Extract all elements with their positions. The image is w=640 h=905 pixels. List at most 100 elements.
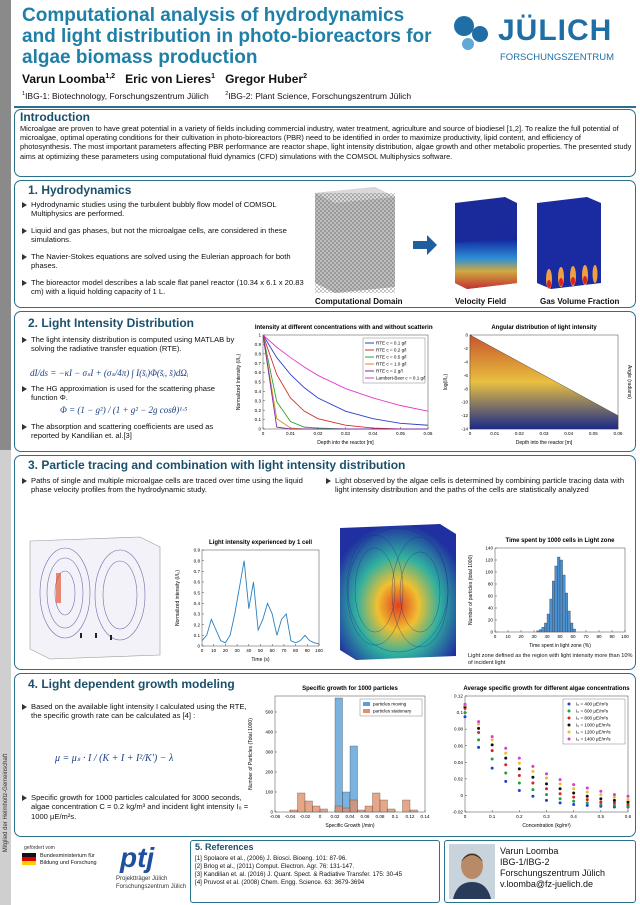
- contact-line: Forschungszentrum Jülich: [500, 868, 606, 878]
- y-tick-label: 0: [460, 793, 463, 798]
- legend-box: [362, 337, 426, 384]
- line: [262, 334, 429, 426]
- x-tick-label: 70: [583, 634, 589, 639]
- x-axis-label: Time (s): [251, 657, 269, 663]
- legend-label: Lambert-Beer c = 0.1 g/l: [376, 376, 425, 381]
- x-tick-label: 0: [469, 431, 472, 436]
- point: [585, 790, 589, 794]
- x-tick-label: 0.02: [515, 431, 524, 436]
- x-tick-label: -0.02: [300, 814, 311, 819]
- y-axis-label: Normalized Intensity (I/I₀): [236, 354, 242, 411]
- chart: Light intensity experienced by 1 cell 0 10…: [175, 540, 323, 663]
- ref: [3] Kandilian et. al. (2016) J. Quant. S…: [195, 871, 403, 878]
- x-tick-label: 0.2: [516, 814, 523, 819]
- point: [490, 738, 494, 742]
- x-tick-label: 30: [531, 634, 537, 639]
- x-tick-label: -0.06: [270, 814, 281, 819]
- bar: [536, 630, 540, 633]
- x-axis-label: Time spent in light zone (%): [529, 643, 591, 649]
- point: [517, 774, 521, 778]
- y-tick-label: -12: [461, 413, 468, 418]
- legend-label: I₀ = 1000 μE/m²s: [576, 723, 611, 728]
- plot-area: [201, 549, 320, 647]
- point: [545, 776, 548, 780]
- y-tick-label: 0.02: [454, 776, 463, 781]
- bar: [544, 622, 548, 633]
- y-axis-label: Number of particles (total 1000): [468, 555, 474, 625]
- author-sup: 1: [211, 73, 216, 80]
- y-tick-label: -8: [464, 386, 469, 391]
- y-tick-label: 0.1: [457, 710, 464, 715]
- point: [626, 803, 630, 807]
- bar: [552, 580, 555, 633]
- x-tick-label: 0.04: [564, 431, 573, 436]
- x-tick-label: 0.06: [424, 431, 433, 436]
- chart: Average specific growth for different al…: [453, 686, 632, 829]
- bullet: The HG approximation is used for the sca…: [22, 384, 241, 403]
- point: [531, 775, 535, 779]
- y-tick-label: 0.04: [454, 760, 463, 765]
- chart-title: Angular distribution of light intensity: [491, 325, 597, 331]
- legend-label: particles moving: [373, 702, 407, 707]
- point: [504, 756, 508, 760]
- bar: [541, 627, 545, 633]
- y-tick-label: 0.9: [194, 548, 201, 553]
- x-tick-label: 0.03: [341, 431, 350, 436]
- bar: [357, 809, 366, 813]
- point: [558, 801, 562, 805]
- y-tick-label: -6: [464, 373, 469, 378]
- x-tick-label: 0.5: [598, 814, 605, 819]
- point: [531, 788, 535, 792]
- x-tick-label: 0.03: [540, 431, 549, 436]
- chart-title: Light intensity experienced by 1 cell: [209, 540, 312, 546]
- heading: 1. Hydrodynamics: [28, 183, 132, 197]
- x-tick-label: 0.01: [490, 431, 499, 436]
- aff-sup: 1: [22, 91, 26, 98]
- flow-figure: [29, 536, 161, 660]
- y-tick-label: -2: [464, 346, 469, 351]
- x-tick-label: 0.12: [406, 814, 415, 819]
- bullet: The bioreactor model describes a lab sca…: [22, 278, 313, 297]
- bar: [546, 613, 550, 633]
- legend-marker: [567, 702, 571, 706]
- point: [463, 711, 467, 715]
- x-tick-label: 0.4: [570, 814, 577, 819]
- point: [531, 769, 535, 773]
- note: Light zone defined as the region with li…: [468, 653, 633, 666]
- author: Eric von Lieres: [125, 72, 212, 86]
- y-tick-label: 0.1: [194, 633, 201, 638]
- bar: [372, 792, 381, 813]
- point: [599, 803, 603, 807]
- heading: 5. References: [195, 842, 254, 852]
- x-tick-label: -0.04: [285, 814, 296, 819]
- x-tick-label: 0.3: [543, 814, 550, 819]
- y-tick-label: 60: [488, 594, 494, 599]
- area: [469, 334, 619, 430]
- point: [626, 800, 630, 804]
- legend-marker: [363, 709, 370, 713]
- tracks-figure: [340, 524, 456, 660]
- aff-sup: 2: [225, 91, 229, 98]
- y-tick-label: -10: [461, 400, 468, 405]
- bullet: Liquid and gas phases, but not the micro…: [22, 226, 313, 245]
- y-tick-label: 0: [270, 810, 273, 815]
- y-tick-label: -14: [461, 427, 468, 432]
- equation: μ = μₛ · I / (K + I + I²/K′) − λ: [55, 753, 174, 764]
- bar: [289, 809, 298, 813]
- legend-marker: [567, 709, 571, 713]
- side-bar: [0, 0, 11, 450]
- x-tick-label: 60: [270, 648, 276, 653]
- point: [585, 801, 589, 805]
- point: [545, 798, 548, 802]
- y-tick-label: -4: [464, 359, 469, 364]
- point: [599, 800, 603, 804]
- x-tick-label: 80: [293, 648, 299, 653]
- x-tick-label: 0.06: [614, 431, 623, 436]
- heading: 4. Light dependent growth modeling: [28, 677, 235, 691]
- point: [531, 781, 535, 785]
- y-tick-label: 0.7: [194, 569, 201, 574]
- contact-email: v.loomba@fz-juelich.de: [500, 879, 594, 889]
- point: [558, 778, 562, 782]
- caption: Computational Domain: [315, 297, 403, 306]
